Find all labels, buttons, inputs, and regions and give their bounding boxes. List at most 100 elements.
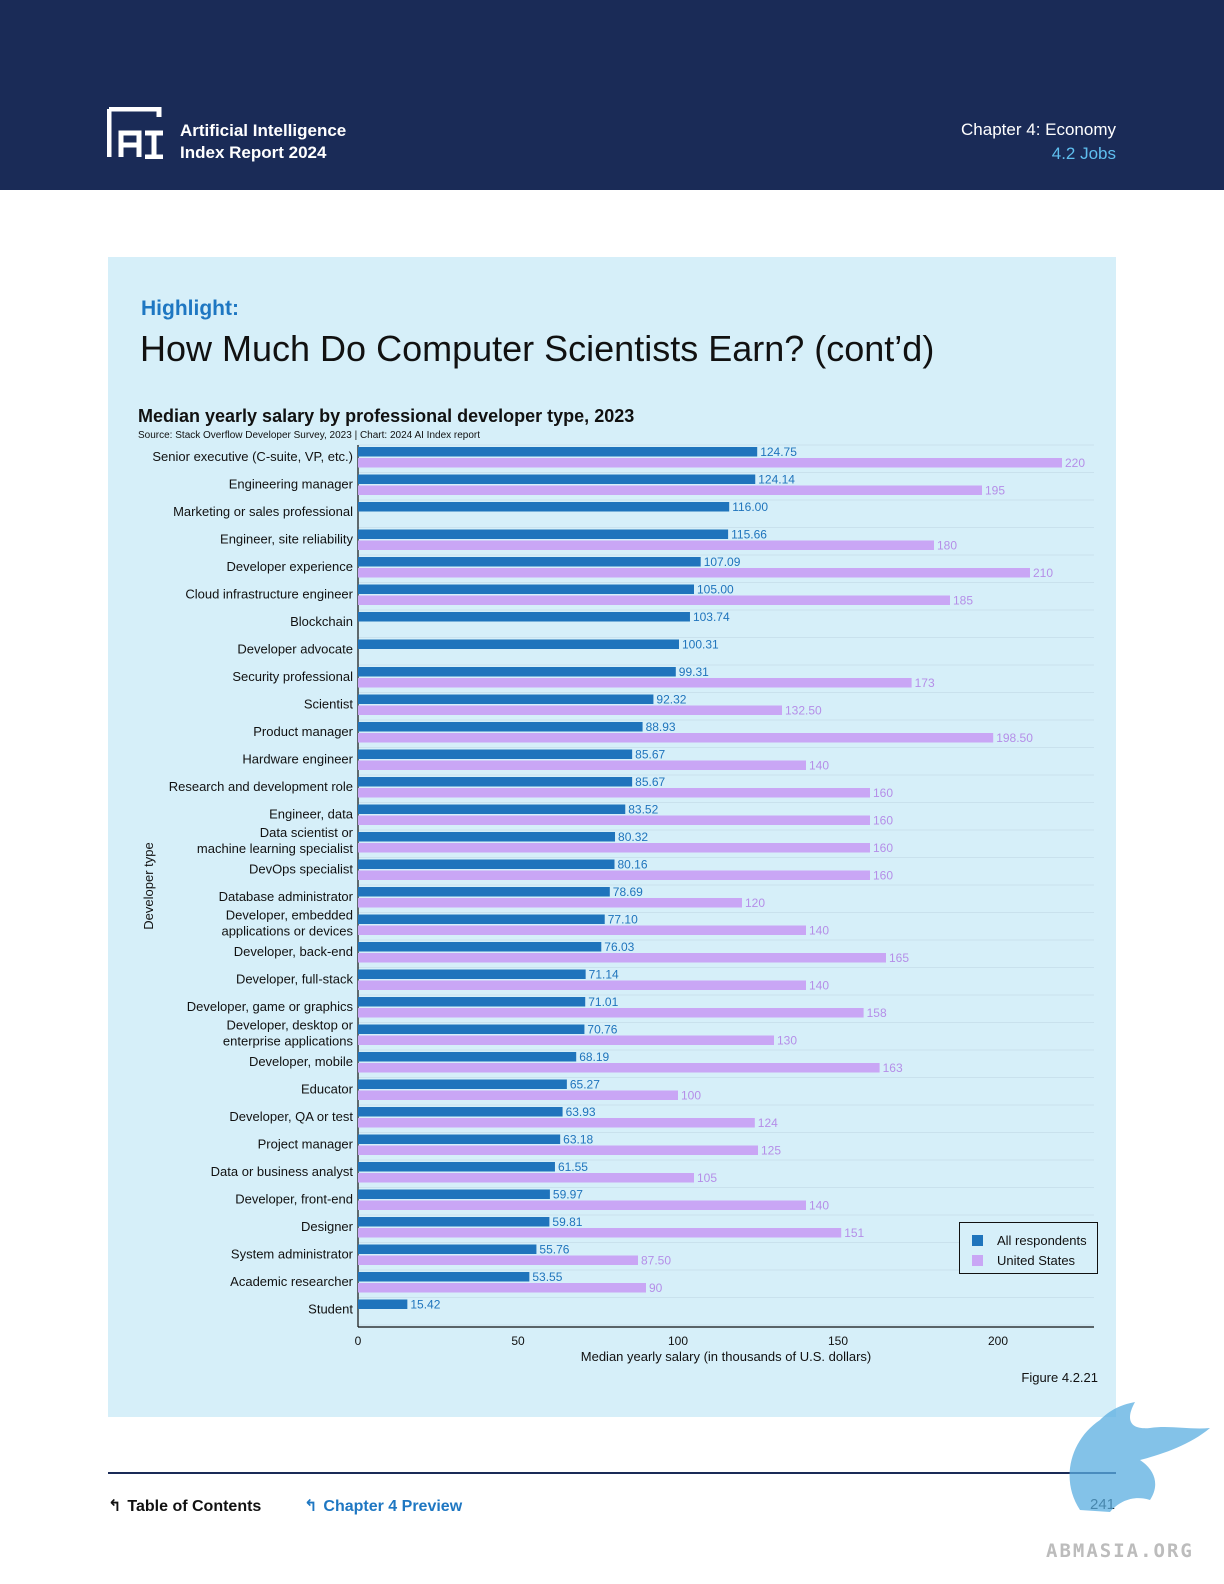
- bar-all-respondents-hardware-engineer: [358, 749, 633, 759]
- data-label-all-respondents-developer-embedded-applications-or-devices: 77.10: [608, 913, 638, 927]
- data-label-united-states-engineering-manager: 195: [985, 484, 1005, 498]
- data-label-all-respondents-academic-researcher: 53.55: [532, 1270, 562, 1284]
- chapter-info: Chapter 4: Economy 4.2 Jobs: [961, 118, 1116, 166]
- category-label-blockchain: Blockchain: [290, 614, 353, 629]
- preview-label: Chapter 4 Preview: [323, 1498, 463, 1515]
- data-label-united-states-educator: 100: [681, 1089, 701, 1103]
- data-label-all-respondents-educator: 65.27: [570, 1078, 600, 1092]
- bar-united-states-product-manager: [358, 733, 994, 743]
- toc-label: Table of Contents: [127, 1498, 262, 1515]
- bar-all-respondents-developer-back-end: [358, 942, 602, 952]
- data-label-all-respondents-cloud-infrastructure-engineer: 105.00: [697, 583, 734, 597]
- bar-united-states-hardware-engineer: [358, 760, 806, 770]
- category-label-developer-desktop-or-enterprise-applications: Developer, desktop or: [227, 1018, 354, 1033]
- category-label-developer-front-end: Developer, front-end: [235, 1192, 353, 1207]
- bar-all-respondents-database-administrator: [358, 887, 610, 897]
- data-label-united-states-developer-mobile: 163: [883, 1061, 903, 1075]
- bar-united-states-senior-executive-c-suite-vp-etc: [358, 458, 1062, 468]
- bar-all-respondents-academic-researcher: [358, 1272, 530, 1282]
- data-label-united-states-developer-back-end: 165: [889, 951, 909, 965]
- data-label-all-respondents-developer-mobile: 68.19: [579, 1050, 609, 1064]
- category-label-product-manager: Product manager: [253, 724, 353, 739]
- data-label-united-states-designer: 151: [844, 1226, 864, 1240]
- category-label-marketing-or-sales-professional: Marketing or sales professional: [173, 504, 353, 519]
- bar-united-states-engineer-site-reliability: [358, 540, 934, 550]
- data-label-united-states-developer-embedded-applications-or-devices: 140: [809, 924, 829, 938]
- data-label-all-respondents-hardware-engineer: 85.67: [635, 748, 665, 762]
- griffin-watermark-icon: [1069, 1402, 1210, 1512]
- category-label-data-or-business-analyst: Data or business analyst: [211, 1164, 354, 1179]
- category-label-engineering-manager: Engineering manager: [229, 477, 354, 492]
- bar-united-states-database-administrator: [358, 898, 742, 908]
- category-label-security-professional: Security professional: [232, 669, 353, 684]
- highlight-label: Highlight:: [141, 297, 239, 320]
- category-label-database-administrator: Database administrator: [219, 889, 354, 904]
- data-label-united-states-developer-experience: 210: [1033, 566, 1053, 580]
- bar-united-states-developer-desktop-or-enterprise-applications: [358, 1035, 774, 1045]
- category-label-developer-mobile: Developer, mobile: [249, 1054, 353, 1069]
- legend-label-united-states: United States: [997, 1252, 1076, 1268]
- bar-united-states-security-professional: [358, 678, 912, 688]
- category-label-data-scientist-or-machine-learning-specialist: machine learning specialist: [197, 841, 353, 856]
- bar-united-states-engineering-manager: [358, 485, 982, 495]
- chapter-preview-link[interactable]: ↰ Chapter 4 Preview: [304, 1496, 462, 1516]
- category-label-developer-qa-or-test: Developer, QA or test: [229, 1109, 353, 1124]
- category-label-developer-desktop-or-enterprise-applications: enterprise applications: [223, 1034, 354, 1049]
- bar-all-respondents-developer-experience: [358, 557, 701, 567]
- data-label-all-respondents-database-administrator: 78.69: [613, 885, 643, 899]
- report-brand: Artificial Intelligence Index Report 202…: [180, 120, 346, 164]
- data-label-all-respondents-blockchain: 103.74: [693, 610, 730, 624]
- category-label-devops-specialist: DevOps specialist: [249, 862, 353, 877]
- report-header: Artificial Intelligence Index Report 202…: [0, 0, 1224, 190]
- bar-all-respondents-developer-full-stack: [358, 969, 586, 979]
- data-label-all-respondents-developer-front-end: 59.97: [553, 1188, 583, 1202]
- chapter-title: Chapter 4: Economy: [961, 120, 1116, 139]
- data-label-united-states-system-administrator: 87.50: [641, 1254, 671, 1268]
- bar-all-respondents-developer-front-end: [358, 1189, 550, 1199]
- footer-divider: [108, 1472, 1116, 1474]
- category-label-project-manager: Project manager: [258, 1137, 354, 1152]
- category-label-developer-advocate: Developer advocate: [237, 642, 353, 657]
- bar-united-states-scientist: [358, 705, 782, 715]
- bar-united-states-developer-back-end: [358, 953, 886, 963]
- data-label-united-states-developer-full-stack: 140: [809, 979, 829, 993]
- table-of-contents-link[interactable]: ↰ Table of Contents: [108, 1496, 261, 1516]
- bar-united-states-research-and-development-role: [358, 788, 870, 798]
- bar-united-states-project-manager: [358, 1145, 758, 1155]
- category-label-developer-full-stack: Developer, full-stack: [236, 972, 354, 987]
- category-label-student: Student: [308, 1302, 353, 1317]
- data-label-all-respondents-developer-back-end: 76.03: [604, 940, 634, 954]
- category-label-developer-embedded-applications-or-devices: applications or devices: [221, 924, 353, 939]
- bar-all-respondents-project-manager: [358, 1134, 561, 1144]
- data-label-united-states-developer-front-end: 140: [809, 1199, 829, 1213]
- data-label-all-respondents-developer-experience: 107.09: [704, 555, 741, 569]
- data-label-united-states-data-scientist-or-machine-learning-specialist: 160: [873, 841, 893, 855]
- category-label-academic-researcher: Academic researcher: [230, 1274, 353, 1289]
- return-arrow-icon: ↰: [304, 1498, 318, 1515]
- bar-all-respondents-research-and-development-role: [358, 777, 633, 787]
- data-label-united-states-project-manager: 125: [761, 1144, 781, 1158]
- data-label-all-respondents-marketing-or-sales-professional: 116.00: [732, 500, 768, 514]
- bar-all-respondents-engineering-manager: [358, 474, 756, 484]
- return-arrow-icon: ↰: [108, 1498, 122, 1515]
- bar-united-states-data-or-business-analyst: [358, 1173, 694, 1183]
- data-label-united-states-devops-specialist: 160: [873, 869, 893, 883]
- bar-all-respondents-developer-desktop-or-enterprise-applications: [358, 1024, 585, 1034]
- category-label-system-administrator: System administrator: [231, 1247, 354, 1262]
- category-label-developer-experience: Developer experience: [227, 559, 353, 574]
- data-label-united-states-senior-executive-c-suite-vp-etc: 220: [1065, 456, 1085, 470]
- data-label-united-states-developer-desktop-or-enterprise-applications: 130: [777, 1034, 797, 1048]
- figure-label: Figure 4.2.21: [1021, 1370, 1098, 1385]
- x-tick-label: 100: [668, 1334, 688, 1348]
- bar-all-respondents-educator: [358, 1079, 567, 1089]
- x-axis-label: Median yearly salary (in thousands of U.…: [581, 1349, 871, 1364]
- bar-all-respondents-product-manager: [358, 722, 643, 732]
- category-label-designer: Designer: [301, 1219, 354, 1234]
- data-label-all-respondents-project-manager: 63.18: [563, 1133, 593, 1147]
- bar-all-respondents-cloud-infrastructure-engineer: [358, 584, 694, 594]
- bar-all-respondents-data-scientist-or-machine-learning-specialist: [358, 832, 616, 842]
- data-label-all-respondents-engineer-site-reliability: 115.66: [731, 528, 767, 542]
- category-label-developer-embedded-applications-or-devices: Developer, embedded: [226, 908, 353, 923]
- data-label-united-states-engineer-data: 160: [873, 814, 893, 828]
- chart-title: Median yearly salary by professional dev…: [138, 406, 635, 426]
